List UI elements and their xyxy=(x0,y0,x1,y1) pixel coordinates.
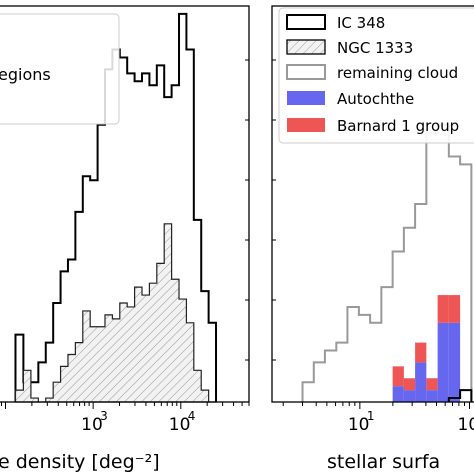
right-series-1-bar-4 xyxy=(437,322,449,402)
right-xtick-label-1: 10 xyxy=(458,415,474,435)
left-xtick-exp-1: 4 xyxy=(188,409,196,423)
legend-ngc1333-label: NGC 1333 xyxy=(337,39,413,57)
left-xtick-exp-0: 3 xyxy=(100,409,108,423)
right-series-2-bar-4 xyxy=(437,295,449,323)
right-legend-box xyxy=(278,7,474,144)
right-series-2-bar-2 xyxy=(415,342,427,363)
right-series-1-bar-5 xyxy=(448,322,461,402)
legend-ic348-swatch xyxy=(286,14,326,30)
legend-ngc1333-swatch xyxy=(286,39,326,55)
legend-barnard-swatch xyxy=(287,118,325,132)
left-series-layer xyxy=(14,12,218,403)
right-series-1-bar-1 xyxy=(403,390,416,402)
legend-barnard-label: Barnard 1 group xyxy=(337,117,459,135)
right-series-1-bar-2 xyxy=(415,362,427,402)
right-panel: 101102 stellar surfa IC 348 NGC 1333 rem… xyxy=(271,5,474,473)
legend-autochthe-swatch xyxy=(287,91,325,105)
legend-remaining-swatch xyxy=(286,64,326,80)
left-axes-frame xyxy=(0,5,250,403)
left-series-0-step xyxy=(14,12,218,402)
right-legend: IC 348 NGC 1333 remaining cloud Autochth… xyxy=(278,7,474,144)
left-legend-entry-0: egions xyxy=(0,65,51,84)
legend-remaining-label: remaining cloud xyxy=(337,64,458,82)
right-x-ticks: 101102 xyxy=(282,402,474,435)
right-xtick-exp-0: 1 xyxy=(367,409,375,423)
right-series-1-bar-0 xyxy=(392,386,404,402)
right-axes-frame xyxy=(271,5,474,403)
right-left-ticks xyxy=(272,59,276,361)
left-xtick-label-1: 10 xyxy=(169,415,191,435)
right-xtick-label-0: 10 xyxy=(348,415,370,435)
left-xtick-label-0: 10 xyxy=(81,415,103,435)
left-series-1-step xyxy=(14,223,217,403)
left-legend-box xyxy=(0,13,120,125)
legend-ic348-label: IC 348 xyxy=(337,14,385,32)
left-panel: 103 104 e density [deg⁻²] egions xyxy=(0,5,250,473)
left-right-ticks xyxy=(245,59,249,361)
right-xlabel: stellar surfa xyxy=(327,451,440,473)
right-series-2-bar-3 xyxy=(426,378,438,391)
right-series-1-bar-3 xyxy=(426,390,438,402)
right-series-3-step xyxy=(447,389,473,402)
legend-autochthe-label: Autochthe xyxy=(337,90,414,108)
right-series-2-bar-1 xyxy=(403,378,416,391)
left-xlabel: e density [deg⁻²] xyxy=(0,451,160,473)
right-series-2-bar-0 xyxy=(392,366,404,387)
right-series-layer xyxy=(301,123,473,402)
left-x-ticks: 103 104 xyxy=(0,402,250,435)
right-series-2-bar-5 xyxy=(448,295,461,323)
left-legend: egions xyxy=(0,13,120,125)
